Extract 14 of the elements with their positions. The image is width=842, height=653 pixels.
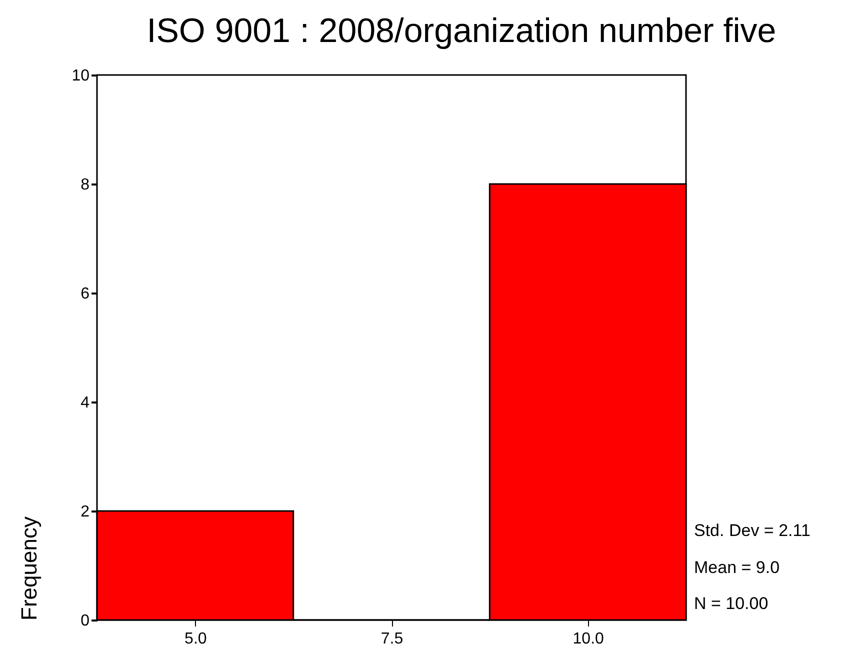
y-tick-label: 8 xyxy=(80,176,90,194)
y-tick-label: 6 xyxy=(80,286,90,302)
y-tick-label: 0 xyxy=(80,612,90,630)
y-tick-label: 10 xyxy=(72,68,90,84)
x-tick-label: 5.0 xyxy=(184,630,207,648)
y-tick-label: 2 xyxy=(80,504,90,520)
y-tick-label: 4 xyxy=(80,394,90,412)
x-tick-label: 10.0 xyxy=(572,630,604,648)
text: Std. Dev = 2.11 xyxy=(694,520,810,542)
x-tick-label: 7.5 xyxy=(380,630,404,648)
y-axis-title: Frequency xyxy=(16,516,42,620)
text: N = 10.00 xyxy=(694,593,770,616)
text: Mean = 9.0 xyxy=(694,556,781,579)
chart-title: ISO 9001 : 2008/organization number five xyxy=(146,12,776,50)
